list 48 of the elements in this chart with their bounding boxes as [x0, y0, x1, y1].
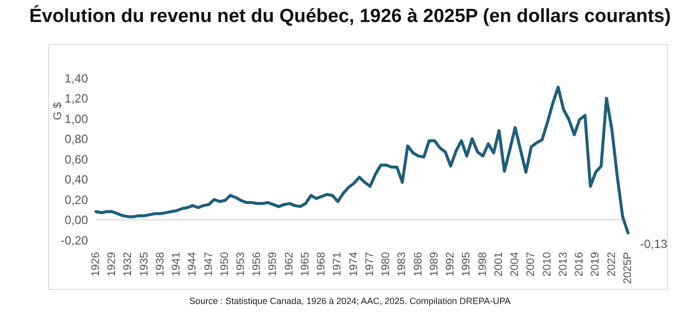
- x-tick-label: 2013: [557, 252, 570, 276]
- x-tick-label: 1989: [428, 252, 440, 276]
- x-tick-label: 2007: [525, 252, 538, 276]
- x-tick-label: 1956: [251, 252, 264, 276]
- x-tick-label: 1962: [283, 252, 296, 276]
- source-note: Source : Statistique Canada, 1926 à 2024; AAC, 2025. Compilation DREPA-UPA: [188, 296, 512, 306]
- x-tick-label: 1950: [218, 252, 231, 276]
- x-tick-label: 1944: [186, 252, 199, 276]
- x-tick-label: 1974: [348, 252, 360, 276]
- x-tick-label: 1983: [396, 252, 408, 276]
- y-tick-label: -0,20: [60, 233, 88, 248]
- x-tick-label: 1947: [202, 252, 215, 276]
- data-label: -0,13: [640, 237, 668, 252]
- x-tick-label: 1971: [332, 252, 344, 276]
- x-tick-label: 1959: [267, 252, 280, 276]
- y-tick-label: 0,00: [64, 213, 88, 228]
- x-tick-label: 1986: [412, 252, 424, 276]
- y-tick-label: 1,40: [64, 71, 88, 86]
- x-tick-label: 2001: [492, 252, 505, 276]
- x-tick-label: 1932: [122, 252, 134, 276]
- x-tick-label: 1980: [380, 252, 392, 276]
- x-tick-label: 2025P: [622, 252, 634, 284]
- x-tick-label: 1992: [444, 252, 457, 276]
- y-tick-label: 0,40: [64, 172, 88, 187]
- y-axis-title: G $: [52, 102, 64, 120]
- y-tick-label: 1,00: [64, 112, 88, 126]
- x-tick-label: 1926: [90, 252, 102, 276]
- x-tick-label: 2004: [509, 252, 522, 276]
- x-tick-label: 1977: [364, 252, 376, 276]
- y-tick-label: 0,60: [64, 152, 88, 166]
- x-tick-label: 2019: [590, 252, 602, 276]
- x-tick-label: 2016: [574, 252, 586, 276]
- x-tick-label: 1929: [106, 252, 118, 276]
- x-tick-label: 1935: [138, 252, 150, 276]
- x-tick-label: 1938: [154, 252, 166, 276]
- x-tick-label: 1998: [476, 252, 489, 276]
- x-tick-label: 1953: [234, 252, 247, 276]
- chart-title: Évolution du revenu net du Québec, 1926 à 2025P (en dollars courants): [28, 6, 672, 28]
- line-series: [94, 86, 630, 234]
- x-tick-label: 1968: [316, 252, 328, 276]
- y-tick-label: 1,20: [64, 92, 88, 106]
- y-tick-label: 0,20: [64, 192, 88, 207]
- x-tick-label: 2010: [541, 252, 554, 276]
- x-tick-label: 1941: [170, 252, 183, 276]
- x-tick-label: 2022: [606, 252, 618, 276]
- y-tick-label: 0,80: [64, 132, 88, 146]
- x-tick-label: 1995: [460, 252, 473, 276]
- x-tick-label: 1965: [299, 252, 312, 276]
